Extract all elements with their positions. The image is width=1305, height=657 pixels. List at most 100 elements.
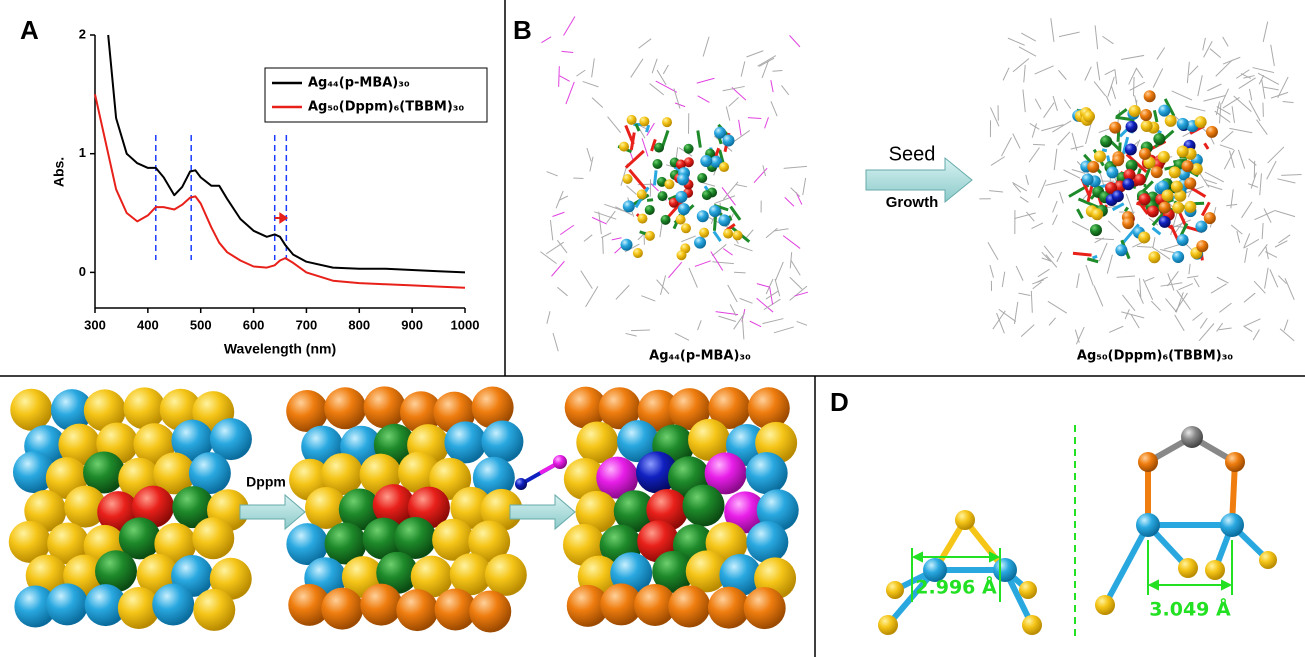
- ligand-bond: [1172, 91, 1192, 100]
- atom: [1153, 133, 1165, 145]
- atom: [677, 173, 689, 185]
- ligand-bond: [1094, 286, 1103, 307]
- ligand-bond: [1278, 77, 1288, 98]
- ligand-bond: [1265, 268, 1269, 289]
- ligand-bond: [1099, 243, 1107, 261]
- atom: [1151, 166, 1163, 178]
- ligand-bond: [1126, 194, 1133, 214]
- atom: [1109, 122, 1121, 134]
- ligand-bond: [1137, 246, 1151, 247]
- atom: [1144, 90, 1156, 102]
- ligand-bond: [1033, 144, 1045, 145]
- ligand-bond: [1021, 325, 1034, 337]
- atom: [1141, 120, 1153, 132]
- atom: [645, 205, 655, 215]
- ligand-bond: [681, 236, 695, 242]
- atom: [694, 237, 706, 249]
- panel-label: D: [830, 387, 849, 417]
- atom: [748, 387, 790, 429]
- atom: [485, 554, 527, 596]
- ligand-bond: [603, 237, 604, 253]
- ligand-bond: [1216, 60, 1233, 76]
- ligand-bond: [1072, 221, 1089, 230]
- ligand-bond: [774, 327, 794, 333]
- ligand-bond: [1151, 301, 1160, 311]
- arrow: [240, 495, 305, 529]
- ligand-bond: [1037, 277, 1048, 282]
- atom: [1171, 181, 1183, 193]
- atom: [1112, 190, 1124, 202]
- space-filling-model: [563, 387, 799, 629]
- atom: [683, 485, 725, 527]
- ligand-bond: [1038, 269, 1050, 277]
- y-tick-label: 0: [79, 264, 86, 279]
- space-filling-model: [286, 386, 527, 632]
- ligand-bond: [1217, 277, 1229, 283]
- ligand-bond: [1143, 279, 1152, 300]
- ligand-bond: [990, 265, 994, 278]
- ligand-bond: [660, 222, 662, 237]
- ligand-bond: [1244, 326, 1253, 331]
- atom: [123, 387, 165, 429]
- atom: [697, 173, 707, 183]
- ligand-bond: [612, 238, 622, 240]
- x-tick-label: 300: [84, 317, 106, 332]
- ligand-bond: [1187, 62, 1189, 83]
- ligand-bond: [1254, 211, 1274, 220]
- structure-left: 2.996 Å: [878, 510, 1042, 635]
- ligand-bond: [1086, 265, 1093, 286]
- atom: [1158, 151, 1170, 163]
- atom: [324, 387, 366, 429]
- atom: [1184, 177, 1196, 189]
- atom: [1140, 109, 1152, 121]
- core-bond: [1102, 150, 1107, 151]
- ligand-bond: [560, 76, 570, 82]
- ligand-bond: [1253, 330, 1259, 341]
- core-bond: [647, 125, 649, 132]
- atom: [1196, 240, 1208, 252]
- panel-label: B: [513, 15, 532, 45]
- ligand-bond: [726, 106, 729, 120]
- arrow-label: Growth: [886, 194, 939, 211]
- ligand-bond: [1187, 276, 1198, 278]
- ligand-bond: [1254, 281, 1265, 293]
- ligand-bond: [573, 178, 583, 179]
- ligand-bond: [988, 242, 998, 259]
- ligand-bond: [592, 58, 595, 77]
- atom: [46, 583, 88, 625]
- core-bond: [1093, 256, 1098, 258]
- ligand-bond: [1136, 68, 1143, 78]
- ligand-bond: [1035, 66, 1054, 74]
- distance-label: 3.049 Å: [1149, 597, 1231, 621]
- ligand-bond: [1249, 89, 1251, 101]
- ligand-bond: [1121, 55, 1144, 59]
- atom: [702, 190, 712, 200]
- ligand-bond: [1211, 284, 1227, 293]
- ligand-bond: [698, 320, 702, 330]
- atom: [722, 135, 734, 147]
- ligand-bond: [594, 212, 616, 219]
- atom: [1177, 118, 1189, 130]
- atom: [718, 214, 730, 226]
- space-filling-model: [9, 387, 252, 631]
- y-tick-label: 2: [79, 26, 86, 41]
- atom: [678, 203, 690, 215]
- x-tick-label: 600: [243, 317, 265, 332]
- ligand-bond: [771, 101, 777, 116]
- ligand-bond: [1153, 68, 1163, 87]
- ligand-bond: [631, 330, 650, 331]
- legend-label: Ag₅₀(Dppm)₆(TBBM)₃₀: [308, 100, 464, 115]
- ligand-bond: [1053, 215, 1058, 225]
- atom: [481, 421, 523, 463]
- atom: [553, 455, 567, 469]
- ligand-bond: [1262, 223, 1263, 239]
- atom: [192, 517, 234, 559]
- ligand-bond: [1053, 201, 1058, 213]
- x-axis-title: Wavelength (nm): [224, 341, 336, 357]
- ligand-bond: [1189, 264, 1190, 274]
- ligand-bond: [1035, 99, 1041, 110]
- ligand-bond: [1258, 244, 1267, 256]
- ligand-bond: [1224, 150, 1234, 169]
- atom: [1094, 150, 1106, 162]
- ligand-bond: [564, 16, 575, 35]
